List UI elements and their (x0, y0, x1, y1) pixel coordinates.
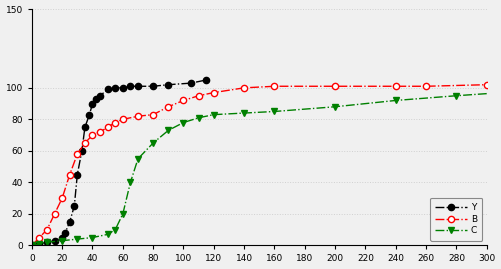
B (241, 86, 247, 90)
C (135, 157, 141, 160)
Y (135, 85, 141, 88)
B (211, 91, 217, 94)
C (272, 110, 278, 113)
C (44, 241, 50, 244)
C (180, 121, 186, 124)
C (59, 239, 65, 242)
C (74, 238, 80, 241)
C (241, 111, 247, 115)
B (44, 228, 50, 231)
B (90, 133, 96, 137)
B (37, 236, 43, 239)
C (127, 181, 133, 184)
Y (74, 173, 80, 176)
C (90, 236, 96, 239)
Y (82, 126, 88, 129)
B (52, 212, 58, 215)
Y (79, 149, 85, 153)
Y (165, 83, 171, 86)
Y (97, 94, 103, 97)
B (74, 153, 80, 156)
Y (150, 85, 156, 88)
C (211, 113, 217, 116)
B (272, 85, 278, 88)
B (135, 115, 141, 118)
C (120, 212, 126, 215)
Y (90, 102, 96, 105)
C (105, 233, 111, 236)
Y (29, 244, 35, 247)
Y (87, 113, 93, 116)
Y (120, 86, 126, 90)
Y (37, 242, 43, 245)
C (150, 141, 156, 145)
Line: C: C (29, 80, 501, 249)
B (165, 105, 171, 108)
C (112, 228, 118, 231)
B (150, 113, 156, 116)
B (97, 130, 103, 134)
Y (188, 82, 194, 85)
Y (62, 231, 68, 234)
B (120, 118, 126, 121)
Y (127, 85, 133, 88)
Line: Y: Y (29, 77, 209, 249)
B (423, 85, 429, 88)
B (196, 94, 202, 97)
B (82, 141, 88, 145)
B (29, 244, 35, 247)
B (112, 121, 118, 124)
Y (59, 236, 65, 239)
C (165, 129, 171, 132)
Y (112, 86, 118, 90)
Legend: Y, B, C: Y, B, C (430, 198, 482, 241)
C (453, 94, 459, 97)
B (105, 126, 111, 129)
Y (105, 88, 111, 91)
Y (52, 239, 58, 242)
C (196, 116, 202, 119)
B (393, 85, 399, 88)
B (67, 173, 73, 176)
Y (203, 78, 209, 82)
C (29, 244, 35, 247)
Y (67, 220, 73, 223)
C (393, 99, 399, 102)
C (332, 105, 338, 108)
B (180, 99, 186, 102)
C (37, 242, 43, 245)
Line: B: B (29, 82, 501, 249)
Y (44, 241, 50, 244)
C (499, 91, 501, 94)
B (59, 197, 65, 200)
B (484, 83, 490, 86)
B (332, 85, 338, 88)
Y (71, 204, 77, 208)
Y (93, 97, 99, 101)
